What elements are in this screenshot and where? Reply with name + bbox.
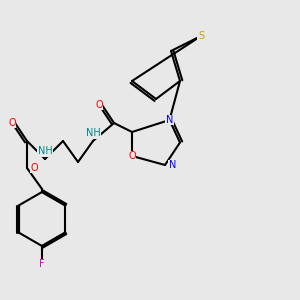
Text: N: N [169, 160, 176, 170]
Text: O: O [128, 151, 136, 161]
Text: NH: NH [85, 128, 100, 139]
Text: O: O [95, 100, 103, 110]
Text: F: F [39, 259, 45, 269]
Text: NH: NH [38, 146, 52, 157]
Text: S: S [198, 31, 204, 41]
Text: O: O [31, 163, 38, 173]
Text: O: O [8, 118, 16, 128]
Text: N: N [166, 115, 173, 125]
